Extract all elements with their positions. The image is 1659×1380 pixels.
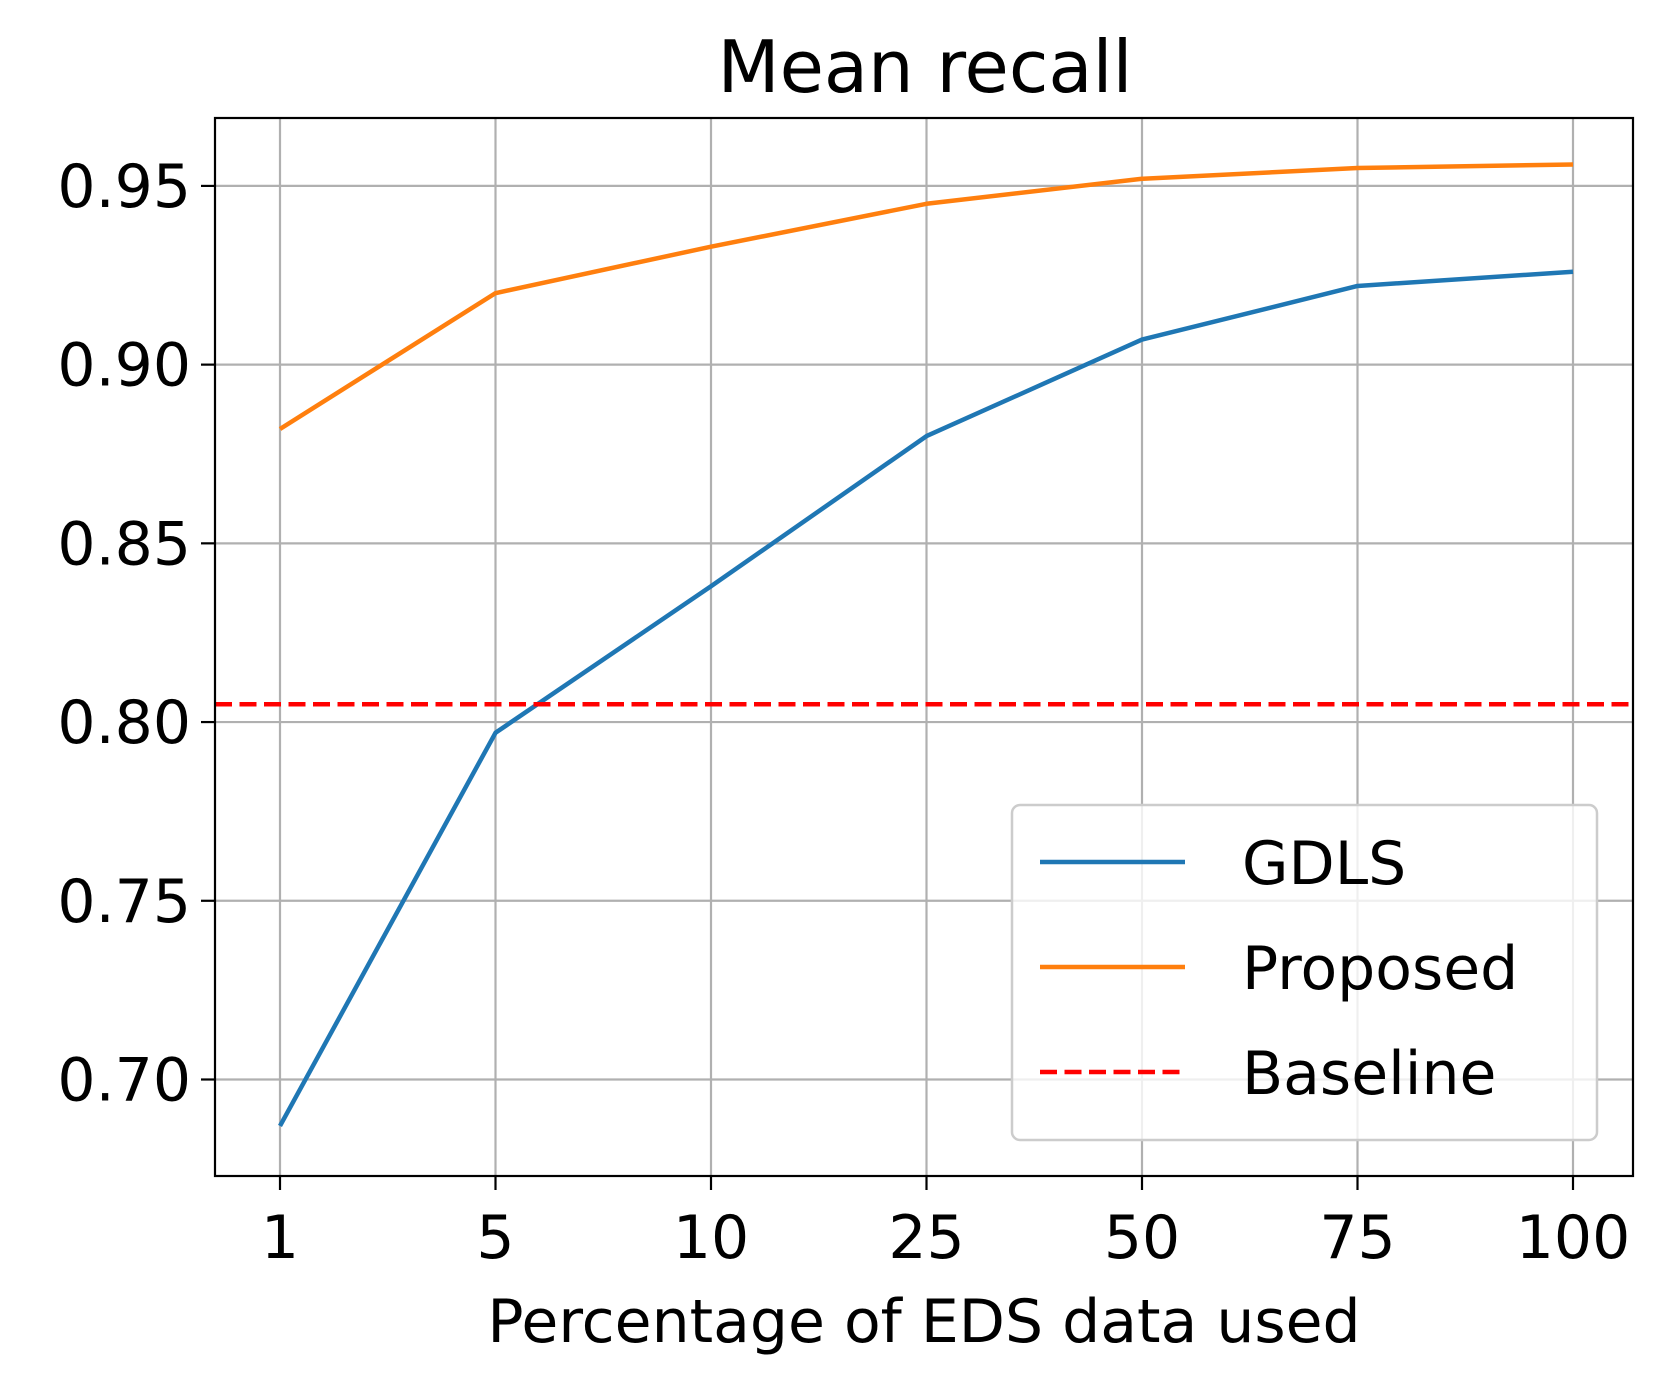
x-axis-label: Percentage of EDS data used bbox=[487, 1287, 1360, 1357]
y-axis-ticks: 0.70 0.75 0.80 0.85 0.90 0.95 bbox=[57, 152, 215, 1115]
x-axis-ticks: 1 5 10 25 50 75 100 bbox=[261, 1176, 1630, 1273]
plot-frame bbox=[213, 116, 1635, 1178]
legend-label-proposed: Proposed bbox=[1242, 934, 1518, 1004]
y-tick-label-0-70: 0.70 bbox=[57, 1045, 191, 1115]
grid bbox=[215, 118, 1633, 1176]
chart-title: Mean recall bbox=[717, 25, 1132, 109]
x-tick-label-10: 10 bbox=[673, 1203, 749, 1273]
x-tick-label-75: 75 bbox=[1319, 1203, 1395, 1273]
y-tick-label-0-75: 0.75 bbox=[57, 867, 191, 937]
x-tick-label-25: 25 bbox=[888, 1203, 964, 1273]
series-lines bbox=[215, 162, 1633, 1128]
x-tick-label-50: 50 bbox=[1104, 1203, 1180, 1273]
x-tick-label-1: 1 bbox=[261, 1203, 299, 1273]
legend-box bbox=[1010, 803, 1599, 1142]
x-tick-label-100: 100 bbox=[1516, 1203, 1631, 1273]
y-tick-label-0-80: 0.80 bbox=[57, 688, 191, 758]
legend-label-gdls: GDLS bbox=[1242, 829, 1406, 899]
legend: GDLS Proposed Baseline bbox=[1010, 803, 1599, 1142]
x-tick-label-5: 5 bbox=[476, 1203, 514, 1273]
y-tick-label-0-85: 0.85 bbox=[57, 509, 191, 579]
legend-label-baseline: Baseline bbox=[1242, 1039, 1496, 1109]
y-tick-label-0-95: 0.95 bbox=[57, 152, 191, 222]
y-tick-label-0-90: 0.90 bbox=[57, 331, 191, 401]
